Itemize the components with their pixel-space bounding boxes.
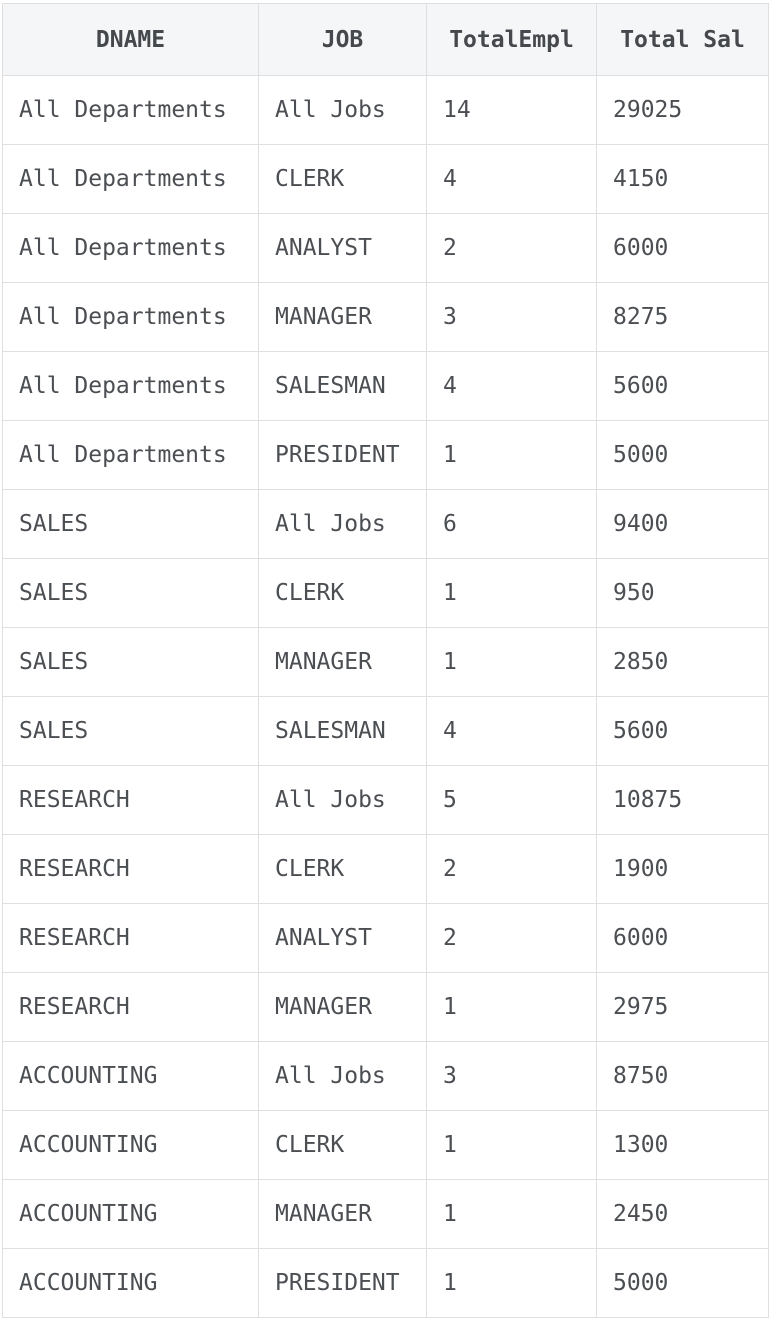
cell-job: ANALYST — [258, 903, 427, 973]
cell-totalsal: 6000 — [596, 903, 769, 973]
cell-job: PRESIDENT — [258, 1248, 427, 1318]
cell-totalsal: 9400 — [596, 489, 769, 559]
cell-dname: ACCOUNTING — [2, 1041, 259, 1111]
cell-totalempl: 14 — [426, 75, 597, 145]
cell-job: MANAGER — [258, 972, 427, 1042]
table-row: ACCOUNTING All Jobs 3 8750 — [2, 1041, 769, 1111]
cell-job: All Jobs — [258, 1041, 427, 1111]
cell-totalempl: 4 — [426, 696, 597, 766]
table-row: All Departments SALESMAN 4 5600 — [2, 351, 769, 421]
cell-totalsal: 5600 — [596, 351, 769, 421]
table-row: SALES CLERK 1 950 — [2, 558, 769, 628]
table-row: RESEARCH All Jobs 5 10875 — [2, 765, 769, 835]
cell-dname: ACCOUNTING — [2, 1110, 259, 1180]
cell-job: MANAGER — [258, 627, 427, 697]
column-header-job: JOB — [258, 3, 427, 76]
cell-job: PRESIDENT — [258, 420, 427, 490]
cell-dname: All Departments — [2, 282, 259, 352]
table-row: All Departments MANAGER 3 8275 — [2, 282, 769, 352]
table-row: SALES All Jobs 6 9400 — [2, 489, 769, 559]
cell-totalsal: 6000 — [596, 213, 769, 283]
table-row: SALES MANAGER 1 2850 — [2, 627, 769, 697]
cell-dname: RESEARCH — [2, 765, 259, 835]
table-header: DNAME JOB TotalEmpl Total Sal — [2, 3, 769, 76]
cell-totalempl: 2 — [426, 834, 597, 904]
cell-dname: SALES — [2, 627, 259, 697]
cell-totalsal: 5000 — [596, 420, 769, 490]
cell-dname: SALES — [2, 696, 259, 766]
cell-totalempl: 4 — [426, 351, 597, 421]
query-result-table: DNAME JOB TotalEmpl Total Sal All Depart… — [2, 3, 769, 1318]
table-row: All Departments PRESIDENT 1 5000 — [2, 420, 769, 490]
cell-dname: All Departments — [2, 213, 259, 283]
cell-dname: All Departments — [2, 75, 259, 145]
cell-job: All Jobs — [258, 489, 427, 559]
cell-dname: RESEARCH — [2, 834, 259, 904]
table-row: All Departments ANALYST 2 6000 — [2, 213, 769, 283]
cell-totalempl: 1 — [426, 1179, 597, 1249]
cell-job: MANAGER — [258, 1179, 427, 1249]
cell-totalempl: 1 — [426, 558, 597, 628]
cell-totalsal: 4150 — [596, 144, 769, 214]
cell-job: ANALYST — [258, 213, 427, 283]
cell-dname: All Departments — [2, 144, 259, 214]
cell-dname: SALES — [2, 489, 259, 559]
cell-totalempl: 5 — [426, 765, 597, 835]
cell-dname: ACCOUNTING — [2, 1179, 259, 1249]
cell-totalempl: 1 — [426, 420, 597, 490]
cell-job: All Jobs — [258, 75, 427, 145]
header-row: DNAME JOB TotalEmpl Total Sal — [2, 3, 769, 76]
column-header-dname: DNAME — [2, 3, 259, 76]
table-row: ACCOUNTING PRESIDENT 1 5000 — [2, 1248, 769, 1318]
cell-totalempl: 2 — [426, 213, 597, 283]
cell-job: MANAGER — [258, 282, 427, 352]
table-row: All Departments CLERK 4 4150 — [2, 144, 769, 214]
cell-totalempl: 1 — [426, 627, 597, 697]
table-row: ACCOUNTING CLERK 1 1300 — [2, 1110, 769, 1180]
table-row: All Departments All Jobs 14 29025 — [2, 75, 769, 145]
table-row: RESEARCH MANAGER 1 2975 — [2, 972, 769, 1042]
cell-totalsal: 8750 — [596, 1041, 769, 1111]
cell-totalsal: 5000 — [596, 1248, 769, 1318]
cell-totalempl: 1 — [426, 1110, 597, 1180]
cell-dname: RESEARCH — [2, 972, 259, 1042]
cell-job: CLERK — [258, 144, 427, 214]
column-header-totalempl: TotalEmpl — [426, 3, 597, 76]
cell-totalsal: 2450 — [596, 1179, 769, 1249]
cell-totalsal: 2850 — [596, 627, 769, 697]
cell-totalempl: 1 — [426, 972, 597, 1042]
column-header-totalsal: Total Sal — [596, 3, 769, 76]
cell-totalsal: 950 — [596, 558, 769, 628]
cell-totalsal: 8275 — [596, 282, 769, 352]
table-row: RESEARCH ANALYST 2 6000 — [2, 903, 769, 973]
cell-job: All Jobs — [258, 765, 427, 835]
cell-totalempl: 3 — [426, 282, 597, 352]
cell-dname: SALES — [2, 558, 259, 628]
table-body: All Departments All Jobs 14 29025 All Depart… — [2, 75, 769, 1318]
table-row: RESEARCH CLERK 2 1900 — [2, 834, 769, 904]
table-row: ACCOUNTING MANAGER 1 2450 — [2, 1179, 769, 1249]
cell-totalempl: 6 — [426, 489, 597, 559]
cell-job: SALESMAN — [258, 351, 427, 421]
cell-dname: All Departments — [2, 351, 259, 421]
cell-totalsal: 1300 — [596, 1110, 769, 1180]
cell-dname: RESEARCH — [2, 903, 259, 973]
cell-totalempl: 2 — [426, 903, 597, 973]
cell-totalempl: 4 — [426, 144, 597, 214]
cell-totalsal: 5600 — [596, 696, 769, 766]
cell-totalsal: 10875 — [596, 765, 769, 835]
cell-totalsal: 29025 — [596, 75, 769, 145]
cell-dname: All Departments — [2, 420, 259, 490]
cell-totalempl: 1 — [426, 1248, 597, 1318]
cell-job: CLERK — [258, 1110, 427, 1180]
cell-job: CLERK — [258, 834, 427, 904]
cell-totalsal: 1900 — [596, 834, 769, 904]
cell-totalempl: 3 — [426, 1041, 597, 1111]
table-row: SALES SALESMAN 4 5600 — [2, 696, 769, 766]
cell-job: SALESMAN — [258, 696, 427, 766]
cell-totalsal: 2975 — [596, 972, 769, 1042]
cell-dname: ACCOUNTING — [2, 1248, 259, 1318]
cell-job: CLERK — [258, 558, 427, 628]
